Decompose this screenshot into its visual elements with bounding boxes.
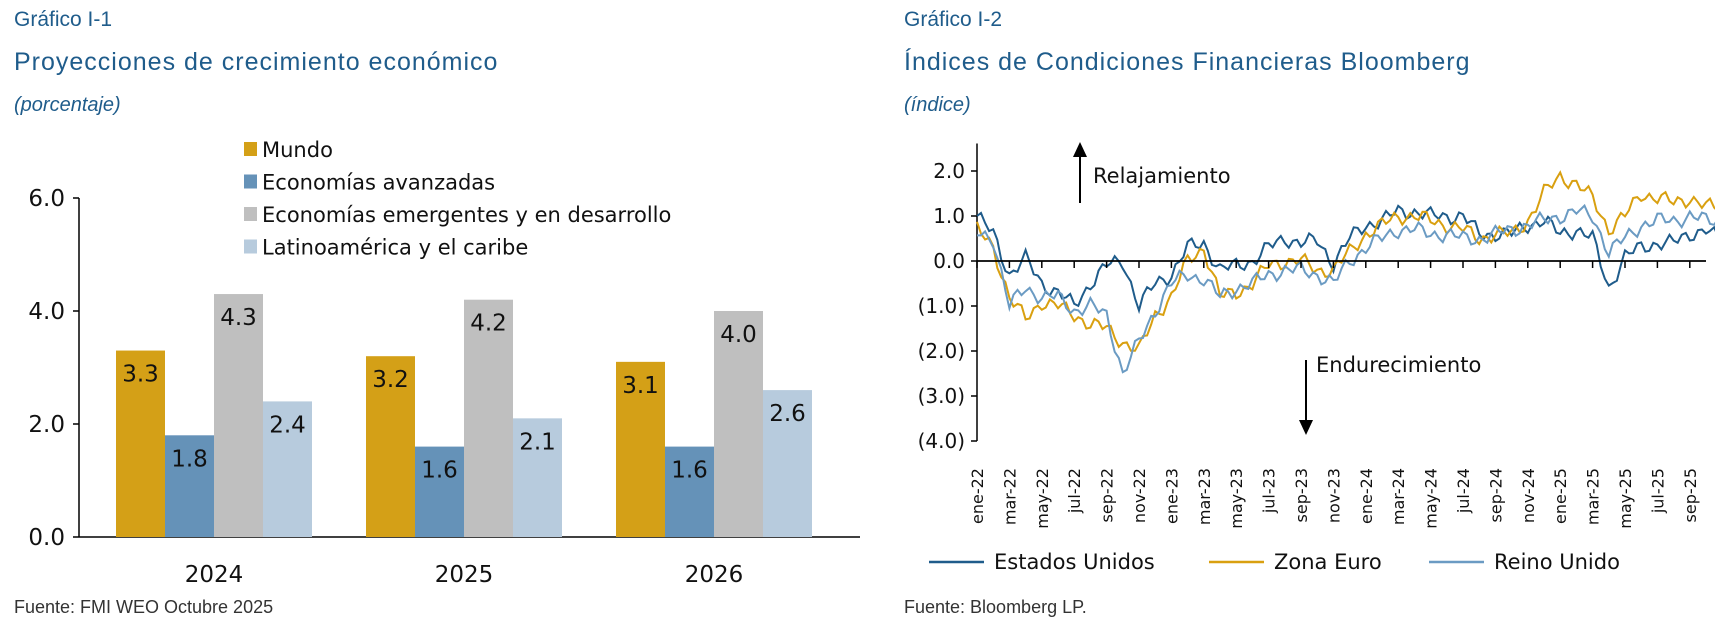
- x-tick-label: jul-22: [1065, 468, 1084, 514]
- legend-swatch: [244, 207, 257, 221]
- legend-label: Mundo: [262, 138, 333, 162]
- bar-value-label: 4.0: [720, 322, 757, 348]
- x-tick-label: ene-22: [968, 468, 987, 524]
- bar-value-label: 4.2: [470, 311, 507, 337]
- bar-value-label: 4.3: [220, 305, 257, 331]
- x-tick-label: sep-23: [1292, 468, 1311, 522]
- annotation-endurecimiento: Endurecimiento: [1316, 353, 1481, 377]
- x-tick-label: nov-23: [1324, 468, 1343, 523]
- x-tick-label: jul-25: [1648, 468, 1667, 514]
- x-tick-label: mar-23: [1195, 468, 1214, 525]
- annotation-relajamiento: Relajamiento: [1093, 164, 1231, 188]
- bar-value-label: 3.1: [622, 373, 659, 399]
- y-tick-label: (3.0): [918, 384, 965, 408]
- series-line-zona-euro: [976, 170, 1715, 352]
- x-tick-label: may-23: [1227, 468, 1246, 529]
- legend-label: Economías emergentes y en desarrollo: [262, 203, 671, 227]
- chart2-subtitle: (índice): [904, 94, 971, 116]
- y-tick-label: 1.0: [933, 204, 965, 228]
- x-tick-label: nov-22: [1130, 468, 1149, 523]
- legend-swatch: [244, 142, 257, 156]
- series-line-reino-unido: [977, 203, 1715, 374]
- bar: [214, 294, 263, 537]
- bar: [165, 435, 214, 537]
- y-tick-label: 2.0: [28, 412, 65, 438]
- bar-value-label: 1.6: [421, 458, 458, 484]
- bar-value-label: 3.2: [372, 367, 409, 393]
- x-tick-label: mar-22: [1000, 468, 1019, 525]
- x-tick-label: nov-24: [1519, 468, 1538, 523]
- chart1-title: Proyecciones de crecimiento económico: [14, 48, 499, 76]
- x-tick-label: sep-25: [1681, 468, 1700, 522]
- chart1-subtitle: (porcentaje): [14, 94, 121, 116]
- legend-label: Estados Unidos: [994, 550, 1155, 574]
- bar-value-label: 2.6: [769, 401, 806, 427]
- y-tick-label: 2.0: [933, 159, 965, 183]
- bar: [513, 418, 562, 537]
- legend-swatch: [244, 239, 257, 254]
- bar-value-label: 2.4: [269, 412, 306, 438]
- chart2-title: Índices de Condiciones Financieras Bloom…: [904, 48, 1471, 76]
- legend-label: Reino Unido: [1494, 550, 1620, 574]
- bar-value-label: 1.8: [171, 446, 208, 472]
- bar: [415, 446, 464, 537]
- chart2-kicker: Gráfico I-2: [904, 8, 1003, 31]
- bar-value-label: 2.1: [519, 429, 556, 455]
- legend-label: Zona Euro: [1274, 550, 1382, 574]
- bar: [763, 390, 812, 537]
- up-arrowhead-icon: [1073, 142, 1087, 157]
- x-tick-label: may-24: [1422, 468, 1441, 529]
- x-tick-label: ene-23: [1162, 468, 1181, 524]
- x-tick-label: may-22: [1033, 468, 1052, 529]
- x-tick-label: sep-22: [1098, 468, 1117, 522]
- bar-value-label: 1.6: [671, 458, 708, 484]
- x-tick-label: jul-24: [1454, 468, 1473, 514]
- legend-swatch: [244, 174, 257, 189]
- bar: [366, 356, 415, 537]
- legend-label: Economías avanzadas: [262, 171, 495, 195]
- bar: [616, 361, 665, 537]
- bar: [464, 299, 513, 537]
- growth-bar-chart: 0.0 2.0 4.0 6.0 3.3 1.8 4.3 2.4 2024 3.2 1.6 4.2 2.1…: [28, 138, 860, 588]
- x-tick-label: ene-24: [1357, 468, 1376, 524]
- y-tick-label: (4.0): [918, 429, 965, 453]
- y-tick-label: (1.0): [918, 294, 965, 318]
- y-tick-label: (2.0): [918, 339, 965, 363]
- y-tick-label: 6.0: [28, 186, 65, 212]
- x-tick-label: ene-25: [1551, 468, 1570, 524]
- x-tick-label: sep-24: [1486, 468, 1505, 522]
- x-tick-label: may-25: [1616, 468, 1635, 529]
- x-tick-label: mar-24: [1389, 468, 1408, 525]
- bar: [116, 350, 165, 537]
- chart2-source: Fuente: Bloomberg LP.: [904, 597, 1087, 617]
- bar: [714, 311, 763, 537]
- y-tick-label: 0.0: [28, 525, 65, 551]
- x-category-label: 2024: [185, 562, 244, 588]
- y-tick-label: 4.0: [28, 299, 65, 325]
- x-tick-label: mar-25: [1584, 468, 1603, 525]
- y-tick-label: 0.0: [933, 249, 965, 273]
- bar: [263, 401, 312, 537]
- down-arrowhead-icon: [1299, 420, 1313, 435]
- x-tick-label: jul-23: [1260, 468, 1279, 514]
- bar: [665, 446, 714, 537]
- chart1-source: Fuente: FMI WEO Octubre 2025: [14, 597, 274, 617]
- x-category-label: 2025: [435, 562, 494, 588]
- bar-value-label: 3.3: [122, 362, 159, 388]
- x-category-label: 2026: [685, 562, 744, 588]
- chart1-kicker: Gráfico I-1: [14, 8, 113, 31]
- series-line-estados-unidos: [976, 204, 1715, 315]
- legend-label: Latinoamérica y el caribe: [262, 236, 528, 260]
